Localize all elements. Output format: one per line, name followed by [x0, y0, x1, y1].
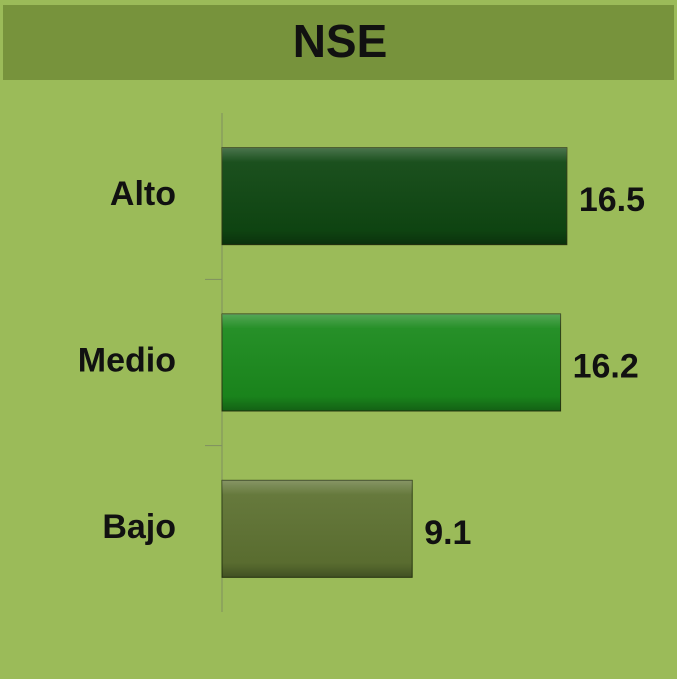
- bar-shine: [222, 480, 413, 578]
- y-tick-label: Bajo: [102, 508, 176, 546]
- bar-shine: [222, 314, 561, 411]
- chart-title: NSE: [293, 15, 388, 67]
- y-tick-label: Medio: [78, 341, 176, 379]
- value-label: 16.2: [573, 347, 639, 385]
- value-label: 9.1: [424, 514, 471, 552]
- y-tick-label: Alto: [110, 175, 176, 213]
- title-band: [3, 5, 674, 80]
- value-label: 16.5: [579, 181, 645, 219]
- bar-shine: [222, 147, 567, 245]
